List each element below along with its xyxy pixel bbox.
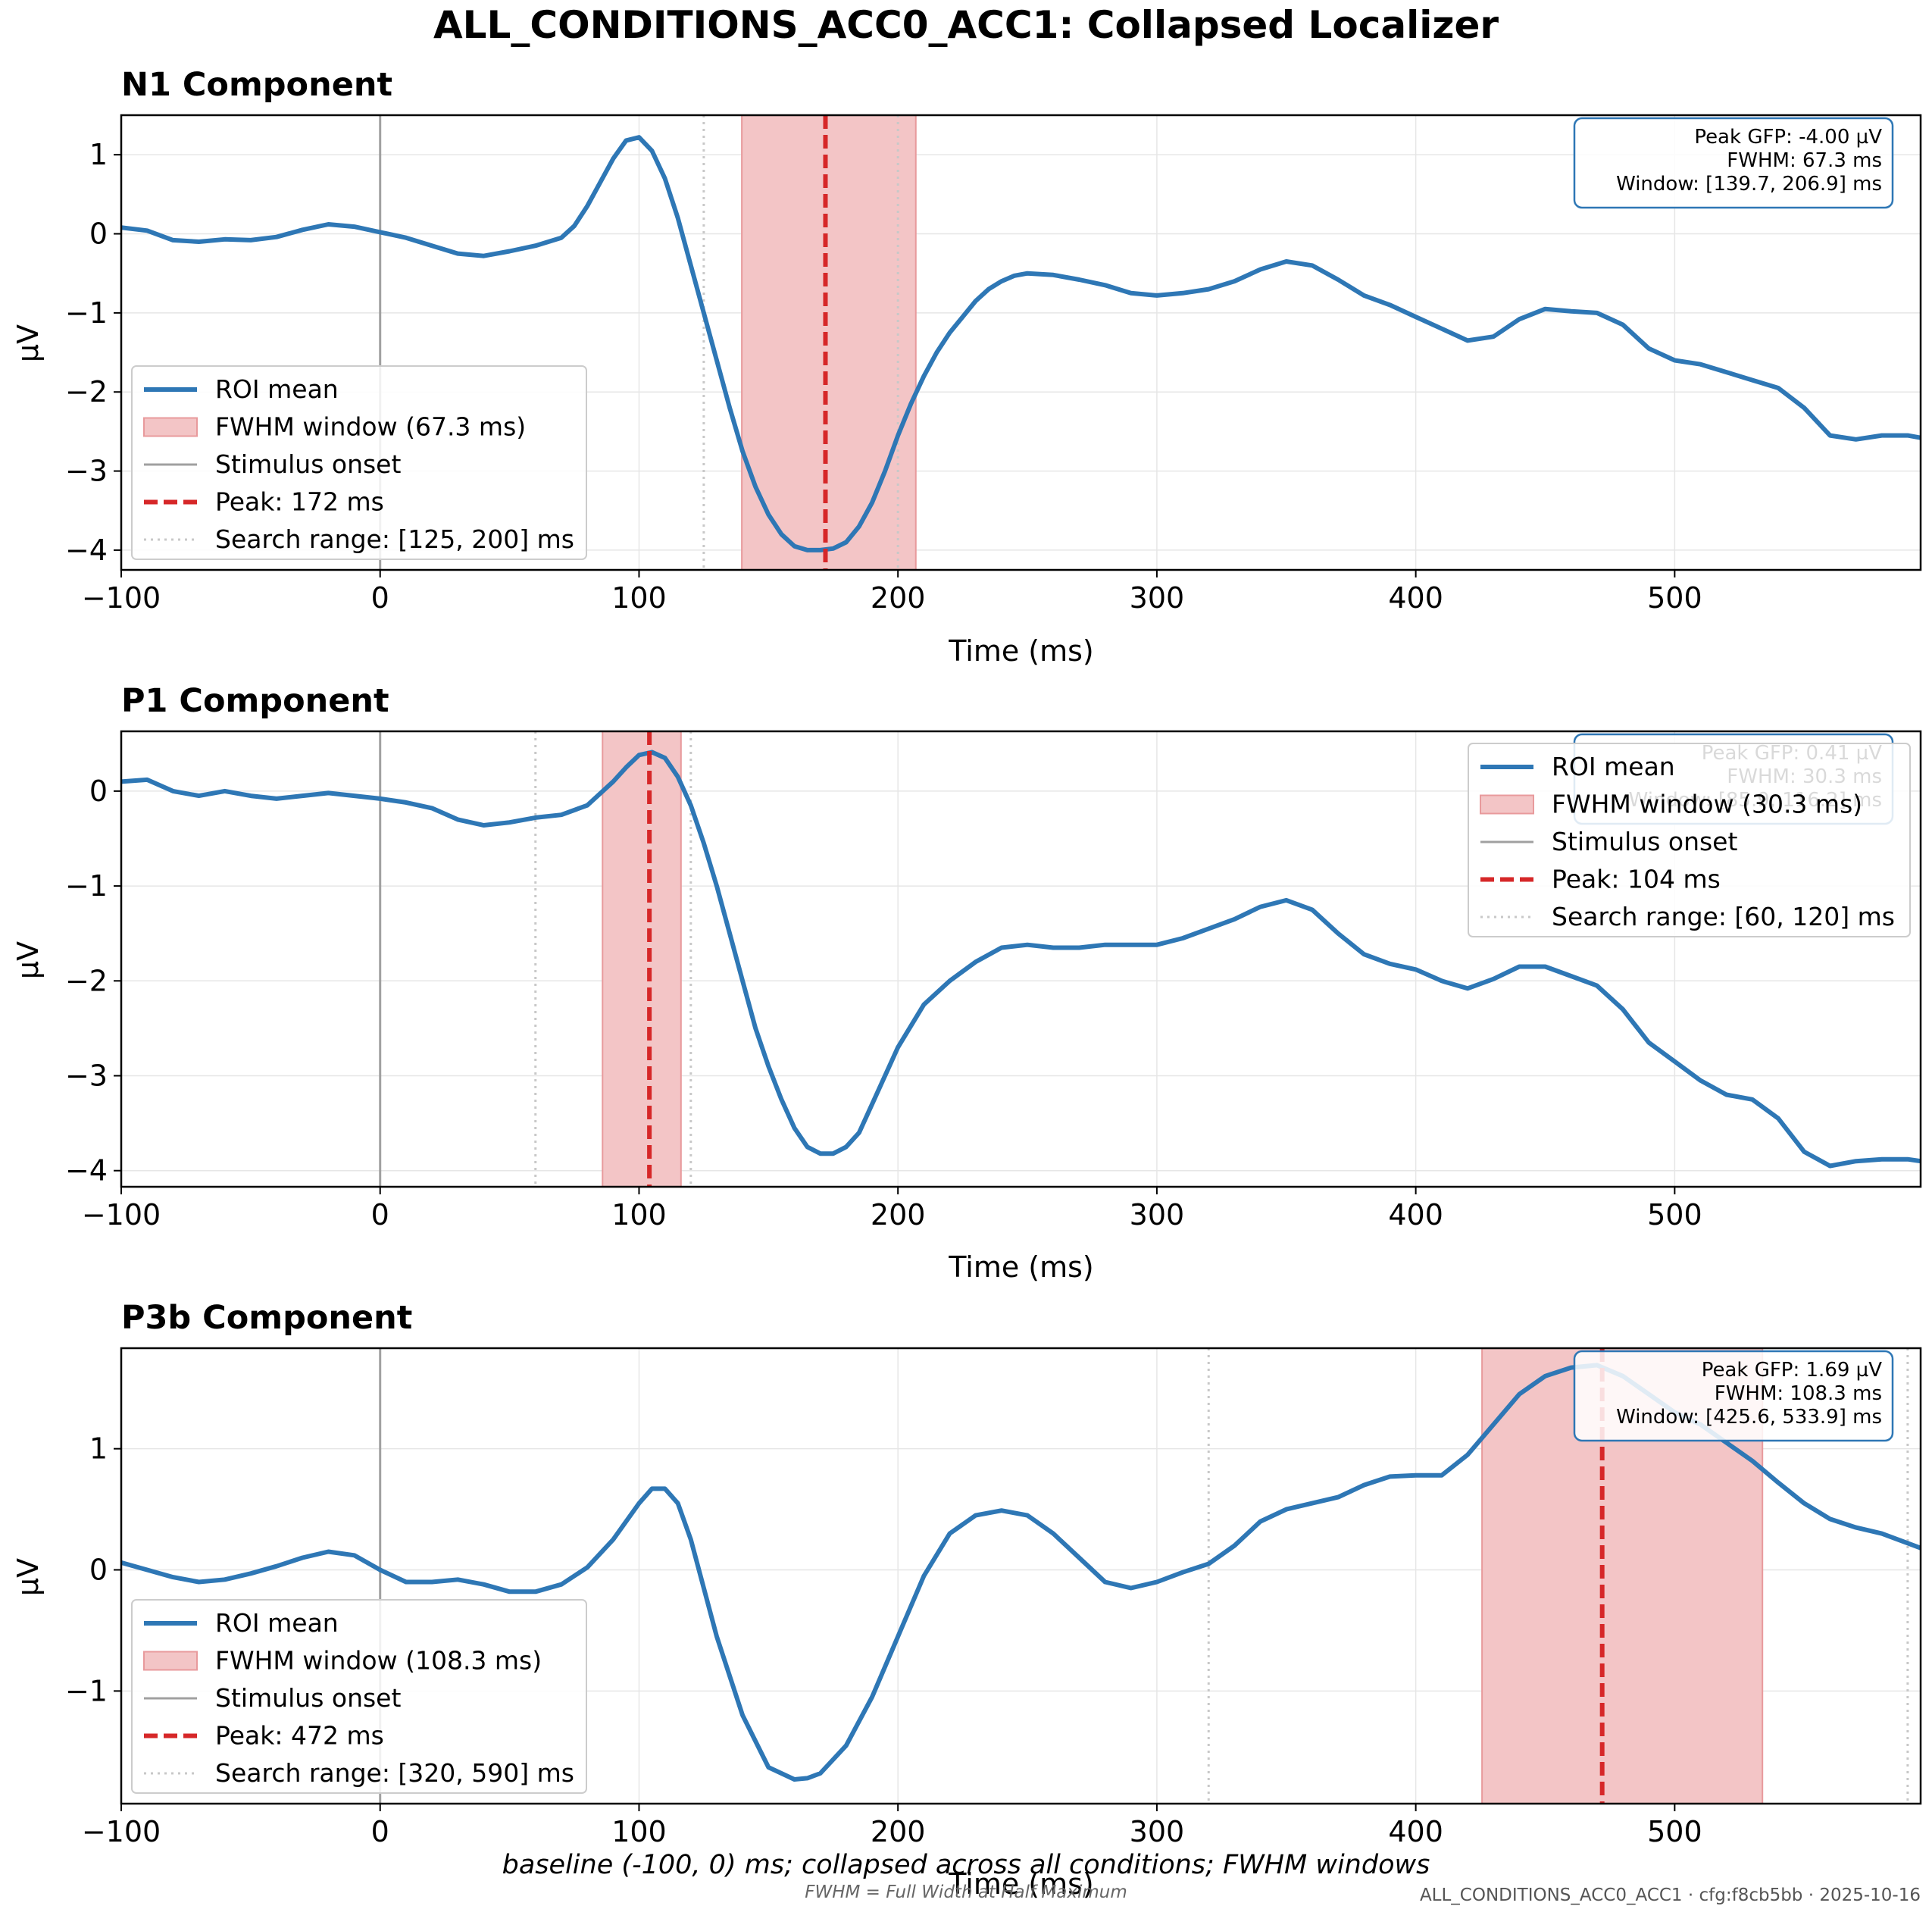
legend-label: Peak: 172 ms — [215, 487, 384, 517]
x-tick-label: 500 — [1647, 581, 1702, 615]
x-tick-label: 300 — [1130, 1815, 1185, 1848]
panel-title: P1 Component — [121, 682, 389, 720]
x-tick-label: −100 — [82, 1815, 161, 1848]
legend-swatch-fwhm — [143, 1651, 198, 1671]
y-tick-label: 1 — [89, 1432, 108, 1466]
y-tick-label: 0 — [89, 218, 108, 251]
x-tick-label: −100 — [82, 581, 161, 615]
y-tick-label: 0 — [89, 775, 108, 808]
legend-label: FWHM window (67.3 ms) — [215, 412, 526, 442]
figure-caption: baseline (-100, 0) ms; collapsed across … — [502, 1850, 1430, 1880]
legend-swatch-fwhm — [143, 417, 198, 437]
info-line: Peak GFP: -4.00 µV — [1694, 126, 1882, 149]
info-line: Window: [139.7, 206.9] ms — [1616, 173, 1882, 196]
legend-label: Search range: [320, 590] ms — [215, 1758, 574, 1788]
axes-frame — [120, 1347, 1922, 1805]
x-tick-label: 200 — [871, 1198, 926, 1231]
legend-label: ROI mean — [215, 1608, 339, 1638]
panel-title: N1 Component — [121, 66, 392, 104]
y-tick-label: −3 — [65, 1059, 108, 1093]
plot-area — [121, 115, 1921, 570]
x-tick-label: 300 — [1130, 581, 1185, 615]
x-tick-label: 0 — [371, 581, 389, 615]
roi-mean-line — [121, 750, 1921, 1169]
legend-label: ROI mean — [215, 374, 339, 404]
fwhm-window — [741, 115, 917, 570]
x-axis-label: Time (ms) — [948, 634, 1094, 668]
x-tick-label: 400 — [1388, 1198, 1443, 1231]
legend: ROI mean FWHM window (30.3 ms) Stimulus on… — [1468, 743, 1911, 937]
legend-frame — [1468, 743, 1911, 937]
x-tick-label: 0 — [371, 1815, 389, 1848]
x-tick-label: −100 — [82, 1198, 161, 1231]
y-axis-label: µV — [11, 1558, 45, 1596]
y-tick-label: −2 — [65, 964, 108, 997]
y-tick-label: 0 — [89, 1554, 108, 1587]
y-axis-label: µV — [11, 324, 45, 362]
y-tick-label: −4 — [65, 1154, 108, 1188]
info-box-frame — [1573, 1350, 1894, 1442]
x-tick-label: 300 — [1130, 1198, 1185, 1231]
legend-label: Stimulus onset — [215, 449, 401, 479]
n1-component-panel: N1 Component Time (ms) µV −100 0 100 200 300… — [11, 66, 1922, 668]
y-tick-label: −1 — [65, 296, 108, 330]
figure-stamp: ALL_CONDITIONS_ACC0_ACC1 · cfg:f8cb5bb ·… — [1420, 1886, 1921, 1905]
legend: ROI mean FWHM window (67.3 ms) Stimulus on… — [131, 365, 587, 560]
x-tick-label: 100 — [611, 1815, 667, 1848]
legend-label: ROI mean — [1552, 752, 1675, 781]
x-tick-label: 400 — [1388, 1815, 1443, 1848]
x-tick-label: 0 — [371, 1198, 389, 1231]
panel-title: P3b Component — [121, 1299, 412, 1337]
x-tick-label: 200 — [871, 1815, 926, 1848]
legend-label: Stimulus onset — [1552, 827, 1737, 856]
info-box-frame — [1573, 117, 1894, 209]
x-tick-label: 100 — [611, 581, 667, 615]
legend-swatch-fwhm — [1480, 794, 1534, 815]
legend-label: Peak: 104 ms — [1552, 865, 1721, 894]
p3b-component-panel: P3b Component Time (ms) µV −100 0 100 200 30… — [11, 1299, 1922, 1901]
legend-label: Search range: [60, 120] ms — [1552, 902, 1895, 931]
y-tick-label: −3 — [65, 455, 108, 488]
legend-label: Stimulus onset — [215, 1683, 401, 1713]
y-tick-label: −1 — [65, 869, 108, 903]
x-tick-label: 200 — [871, 581, 926, 615]
y-tick-label: 1 — [89, 138, 108, 171]
x-tick-label: 500 — [1647, 1815, 1702, 1848]
x-tick-label: 400 — [1388, 581, 1443, 615]
fwhm-window — [602, 731, 682, 1187]
legend-label: FWHM window (30.3 ms) — [1552, 790, 1862, 819]
x-axis-label: Time (ms) — [948, 1867, 1094, 1901]
info-line: FWHM: 67.3 ms — [1727, 149, 1882, 172]
legend: ROI mean FWHM window (108.3 ms) Stimulus o… — [131, 1599, 587, 1794]
legend-frame — [131, 1599, 587, 1794]
roi-mean-line — [121, 135, 1921, 552]
x-tick-label: 100 — [611, 1198, 667, 1231]
figure-footnote: FWHM = Full Width at Half Maximum — [805, 1882, 1127, 1902]
axes-frame — [120, 114, 1922, 571]
info-line: Peak GFP: 1.69 µV — [1702, 1359, 1883, 1382]
y-axis-label: µV — [11, 941, 45, 979]
x-tick-label: 500 — [1647, 1198, 1702, 1231]
y-tick-label: −1 — [65, 1674, 108, 1707]
info-line: Window: [425.6, 533.9] ms — [1616, 1406, 1882, 1429]
legend-label: FWHM window (108.3 ms) — [215, 1646, 542, 1676]
legend-frame — [131, 365, 587, 560]
legend-label: Search range: [125, 200] ms — [215, 524, 574, 554]
axes-frame — [120, 730, 1922, 1188]
y-tick-label: −4 — [65, 534, 108, 567]
figure-title: ALL_CONDITIONS_ACC0_ACC1: Collapsed Loca… — [433, 3, 1499, 47]
p1-component-panel: P1 Component Time (ms) µV −100 0 100 200 300… — [11, 682, 1922, 1284]
info-line: FWHM: 108.3 ms — [1715, 1382, 1882, 1405]
plot-area — [121, 731, 1921, 1187]
x-axis-label: Time (ms) — [948, 1250, 1094, 1284]
legend-label: Peak: 472 ms — [215, 1721, 384, 1751]
y-tick-label: −2 — [65, 375, 108, 408]
